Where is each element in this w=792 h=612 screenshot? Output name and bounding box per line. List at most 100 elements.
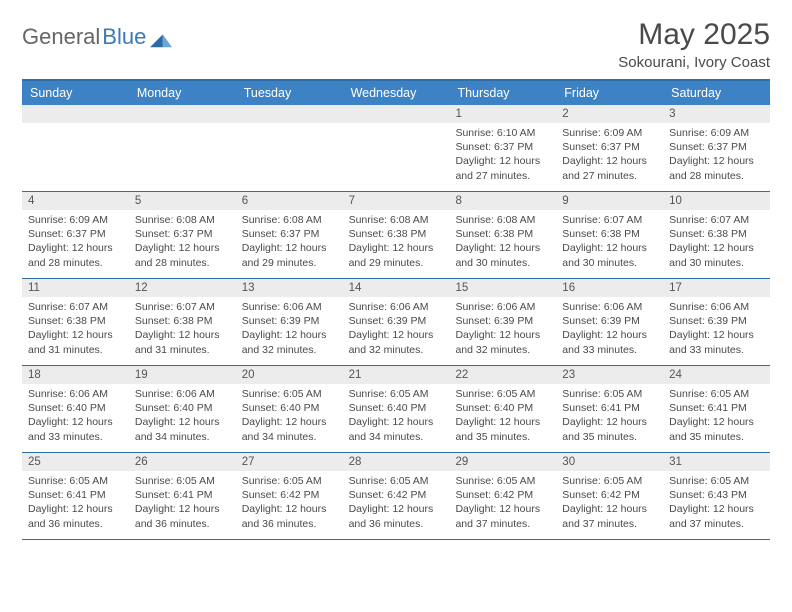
day-cell: 20Sunrise: 6:05 AMSunset: 6:40 PMDayligh… xyxy=(236,366,343,452)
sunrise-text: Sunrise: 6:05 AM xyxy=(562,474,657,488)
dl2-text: and 28 minutes. xyxy=(669,169,764,183)
day-cell: 23Sunrise: 6:05 AMSunset: 6:41 PMDayligh… xyxy=(556,366,663,452)
day-body: Sunrise: 6:05 AMSunset: 6:42 PMDaylight:… xyxy=(556,471,663,536)
day-number: 24 xyxy=(663,366,770,384)
week-row: 4 Sunrise: 6:09 AM Sunset: 6:37 PM Daylight… xyxy=(22,192,770,279)
day-number: 12 xyxy=(129,279,236,297)
brand-logo: General Blue xyxy=(22,24,172,50)
day-body: Sunrise: 6:06 AMSunset: 6:39 PMDaylight:… xyxy=(556,297,663,362)
day-cell: 10Sunrise: 6:07 AMSunset: 6:38 PMDayligh… xyxy=(663,192,770,278)
dl1-text: Daylight: 12 hours xyxy=(562,154,657,168)
dl2-text: and 33 minutes. xyxy=(562,343,657,357)
sunset-text: Sunset: 6:39 PM xyxy=(242,314,337,328)
sunset-text: Sunset: 6:43 PM xyxy=(669,488,764,502)
day-cell: 24Sunrise: 6:05 AMSunset: 6:41 PMDayligh… xyxy=(663,366,770,452)
dl1-text: Daylight: 12 hours xyxy=(135,328,230,342)
sunset-text: Sunset: 6:37 PM xyxy=(455,140,550,154)
sunset-text: Sunset: 6:40 PM xyxy=(28,401,123,415)
day-cell: 19Sunrise: 6:06 AMSunset: 6:40 PMDayligh… xyxy=(129,366,236,452)
day-cell: 29Sunrise: 6:05 AMSunset: 6:42 PMDayligh… xyxy=(449,453,556,539)
week-row: 1Sunrise: 6:10 AMSunset: 6:37 PMDaylight… xyxy=(22,105,770,192)
dl1-text: Daylight: 12 hours xyxy=(349,415,444,429)
sunset-text: Sunset: 6:40 PM xyxy=(135,401,230,415)
sunrise-text: Sunrise: 6:05 AM xyxy=(28,474,123,488)
day-cell: 9Sunrise: 6:07 AMSunset: 6:38 PMDaylight… xyxy=(556,192,663,278)
dl1-text: Daylight: 12 hours xyxy=(669,154,764,168)
day-number: 18 xyxy=(22,366,129,384)
day-number xyxy=(22,105,129,123)
day-cell: 30Sunrise: 6:05 AMSunset: 6:42 PMDayligh… xyxy=(556,453,663,539)
dl2-text: and 27 minutes. xyxy=(562,169,657,183)
day-cell: 2Sunrise: 6:09 AMSunset: 6:37 PMDaylight… xyxy=(556,105,663,191)
day-body xyxy=(343,123,450,131)
brand-part1: General xyxy=(22,24,100,50)
dl2-text: and 36 minutes. xyxy=(28,517,123,531)
dl2-text: and 35 minutes. xyxy=(562,430,657,444)
day-number: 2 xyxy=(556,105,663,123)
day-number: 8 xyxy=(449,192,556,210)
day-number: 6 xyxy=(236,192,343,210)
dl2-text: and 29 minutes. xyxy=(349,256,444,270)
dl1-text: Daylight: 12 hours xyxy=(562,241,657,255)
day-number xyxy=(236,105,343,123)
dl1-text: Daylight: 12 hours xyxy=(669,328,764,342)
sunrise-text: Sunrise: 6:06 AM xyxy=(349,300,444,314)
day-number: 25 xyxy=(22,453,129,471)
day-number: 14 xyxy=(343,279,450,297)
sunrise-text: Sunrise: 6:05 AM xyxy=(135,474,230,488)
day-header: Wednesday xyxy=(343,81,450,105)
sunrise-text: Sunrise: 6:05 AM xyxy=(669,474,764,488)
day-number xyxy=(343,105,450,123)
sunrise-text: Sunrise: 6:05 AM xyxy=(242,474,337,488)
sunrise-text: Sunrise: 6:10 AM xyxy=(455,126,550,140)
sunset-text: Sunset: 6:37 PM xyxy=(242,227,337,241)
calendar: Sunday Monday Tuesday Wednesday Thursday… xyxy=(22,79,770,540)
day-body: Sunrise: 6:05 AMSunset: 6:40 PMDaylight:… xyxy=(449,384,556,449)
sunrise-text: Sunrise: 6:05 AM xyxy=(349,387,444,401)
day-body: Sunrise: 6:07 AMSunset: 6:38 PMDaylight:… xyxy=(556,210,663,275)
day-cell: 27Sunrise: 6:05 AMSunset: 6:42 PMDayligh… xyxy=(236,453,343,539)
day-header: Saturday xyxy=(663,81,770,105)
dl1-text: Daylight: 12 hours xyxy=(349,502,444,516)
day-number: 3 xyxy=(663,105,770,123)
day-body: Sunrise: 6:05 AMSunset: 6:42 PMDaylight:… xyxy=(343,471,450,536)
sunset-text: Sunset: 6:37 PM xyxy=(562,140,657,154)
day-number: 4 xyxy=(22,192,129,210)
dl1-text: Daylight: 12 hours xyxy=(669,415,764,429)
sunrise-text: Sunrise: 6:05 AM xyxy=(455,387,550,401)
day-number: 31 xyxy=(663,453,770,471)
day-cell: 6Sunrise: 6:08 AMSunset: 6:37 PMDaylight… xyxy=(236,192,343,278)
sunrise-text: Sunrise: 6:09 AM xyxy=(669,126,764,140)
dl2-text: and 37 minutes. xyxy=(562,517,657,531)
dl2-text: and 35 minutes. xyxy=(455,430,550,444)
dl2-text: and 29 minutes. xyxy=(242,256,337,270)
dl2-text: and 30 minutes. xyxy=(455,256,550,270)
sunrise-text: Sunrise: 6:05 AM xyxy=(242,387,337,401)
day-body: Sunrise: 6:06 AMSunset: 6:39 PMDaylight:… xyxy=(343,297,450,362)
day-body: Sunrise: 6:06 AMSunset: 6:40 PMDaylight:… xyxy=(22,384,129,449)
day-cell: 22Sunrise: 6:05 AMSunset: 6:40 PMDayligh… xyxy=(449,366,556,452)
day-body: Sunrise: 6:05 AMSunset: 6:40 PMDaylight:… xyxy=(343,384,450,449)
day-number: 21 xyxy=(343,366,450,384)
day-body xyxy=(236,123,343,131)
sunrise-text: Sunrise: 6:06 AM xyxy=(669,300,764,314)
day-number: 22 xyxy=(449,366,556,384)
sunrise-text: Sunrise: 6:08 AM xyxy=(349,213,444,227)
dl2-text: and 31 minutes. xyxy=(28,343,123,357)
dl2-text: and 34 minutes. xyxy=(135,430,230,444)
dl1-text: Daylight: 12 hours xyxy=(242,415,337,429)
sunset-text: Sunset: 6:41 PM xyxy=(669,401,764,415)
day-number: 13 xyxy=(236,279,343,297)
day-number: 11 xyxy=(22,279,129,297)
dl1-text: Daylight: 12 hours xyxy=(28,502,123,516)
sunrise-text: Sunrise: 6:06 AM xyxy=(242,300,337,314)
dl2-text: and 31 minutes. xyxy=(135,343,230,357)
dl1-text: Daylight: 12 hours xyxy=(562,415,657,429)
day-header: Tuesday xyxy=(236,81,343,105)
day-body: Sunrise: 6:05 AMSunset: 6:41 PMDaylight:… xyxy=(22,471,129,536)
sunset-text: Sunset: 6:42 PM xyxy=(455,488,550,502)
dl1-text: Daylight: 12 hours xyxy=(135,241,230,255)
day-cell: 28Sunrise: 6:05 AMSunset: 6:42 PMDayligh… xyxy=(343,453,450,539)
sunrise-text: Sunrise: 6:09 AM xyxy=(28,213,123,227)
sunrise-text: Sunrise: 6:06 AM xyxy=(562,300,657,314)
